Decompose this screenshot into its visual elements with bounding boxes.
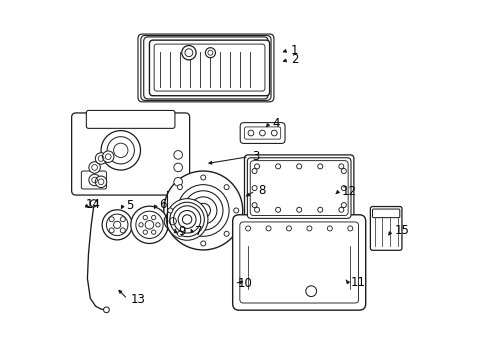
- Circle shape: [201, 241, 205, 246]
- FancyBboxPatch shape: [372, 209, 399, 218]
- Circle shape: [95, 153, 106, 164]
- Text: 13: 13: [130, 293, 145, 306]
- Circle shape: [143, 230, 147, 234]
- FancyBboxPatch shape: [141, 36, 270, 100]
- Circle shape: [275, 164, 280, 169]
- Circle shape: [182, 45, 196, 60]
- FancyBboxPatch shape: [72, 113, 189, 195]
- Text: 15: 15: [394, 224, 408, 238]
- Text: 1: 1: [290, 44, 298, 57]
- Circle shape: [296, 207, 301, 212]
- Circle shape: [174, 163, 182, 172]
- FancyBboxPatch shape: [86, 111, 175, 129]
- Circle shape: [254, 164, 259, 169]
- FancyBboxPatch shape: [239, 222, 358, 303]
- Text: 12: 12: [341, 185, 356, 198]
- Circle shape: [317, 164, 322, 169]
- Circle shape: [164, 213, 181, 230]
- Text: 5: 5: [126, 199, 133, 212]
- Circle shape: [120, 217, 125, 222]
- Circle shape: [177, 231, 182, 236]
- Circle shape: [317, 207, 322, 212]
- Circle shape: [174, 177, 182, 186]
- Text: 14: 14: [86, 198, 101, 211]
- FancyBboxPatch shape: [244, 127, 280, 139]
- Circle shape: [341, 168, 346, 174]
- Circle shape: [131, 206, 168, 243]
- Circle shape: [251, 185, 257, 190]
- Circle shape: [102, 151, 114, 162]
- Circle shape: [156, 223, 160, 227]
- Circle shape: [174, 150, 182, 159]
- Circle shape: [109, 228, 114, 233]
- Circle shape: [151, 215, 156, 220]
- FancyBboxPatch shape: [154, 44, 264, 91]
- Circle shape: [177, 185, 182, 190]
- FancyBboxPatch shape: [81, 171, 106, 189]
- Text: 7: 7: [195, 225, 202, 238]
- Circle shape: [143, 215, 147, 220]
- Circle shape: [224, 185, 229, 190]
- Text: 3: 3: [251, 150, 259, 163]
- Circle shape: [275, 207, 280, 212]
- Text: 6: 6: [159, 198, 166, 211]
- Circle shape: [341, 185, 346, 190]
- FancyBboxPatch shape: [247, 158, 350, 219]
- Circle shape: [326, 226, 332, 231]
- Circle shape: [101, 131, 140, 170]
- FancyBboxPatch shape: [244, 155, 353, 221]
- Circle shape: [163, 171, 242, 250]
- Circle shape: [259, 130, 265, 136]
- Text: 8: 8: [258, 184, 265, 197]
- FancyBboxPatch shape: [240, 123, 285, 143]
- Circle shape: [224, 231, 229, 236]
- FancyBboxPatch shape: [143, 37, 267, 99]
- Circle shape: [166, 199, 207, 240]
- Text: 10: 10: [237, 277, 252, 290]
- Circle shape: [201, 175, 205, 180]
- Circle shape: [251, 168, 257, 174]
- Circle shape: [95, 176, 106, 188]
- Circle shape: [265, 226, 270, 231]
- Circle shape: [89, 174, 100, 186]
- Circle shape: [271, 130, 277, 136]
- Circle shape: [90, 200, 97, 207]
- Circle shape: [341, 203, 346, 208]
- Circle shape: [102, 210, 132, 240]
- FancyBboxPatch shape: [369, 207, 401, 250]
- Circle shape: [205, 48, 215, 58]
- Text: 11: 11: [350, 276, 365, 289]
- Circle shape: [89, 162, 100, 173]
- Circle shape: [103, 307, 109, 313]
- Circle shape: [245, 226, 250, 231]
- Text: 2: 2: [290, 53, 298, 66]
- Circle shape: [120, 228, 125, 233]
- FancyBboxPatch shape: [138, 34, 273, 102]
- Circle shape: [347, 226, 352, 231]
- Circle shape: [167, 208, 172, 213]
- FancyBboxPatch shape: [250, 161, 347, 216]
- Circle shape: [139, 223, 143, 227]
- Circle shape: [151, 230, 156, 234]
- Circle shape: [233, 208, 238, 213]
- Text: 4: 4: [271, 117, 279, 130]
- Circle shape: [109, 217, 114, 222]
- Circle shape: [338, 164, 343, 169]
- Circle shape: [296, 164, 301, 169]
- FancyBboxPatch shape: [232, 215, 365, 310]
- Circle shape: [251, 203, 257, 208]
- Circle shape: [247, 130, 253, 136]
- Circle shape: [338, 207, 343, 212]
- Circle shape: [306, 226, 311, 231]
- FancyBboxPatch shape: [149, 40, 269, 96]
- Circle shape: [286, 226, 291, 231]
- Circle shape: [254, 207, 259, 212]
- Text: 9: 9: [178, 225, 185, 238]
